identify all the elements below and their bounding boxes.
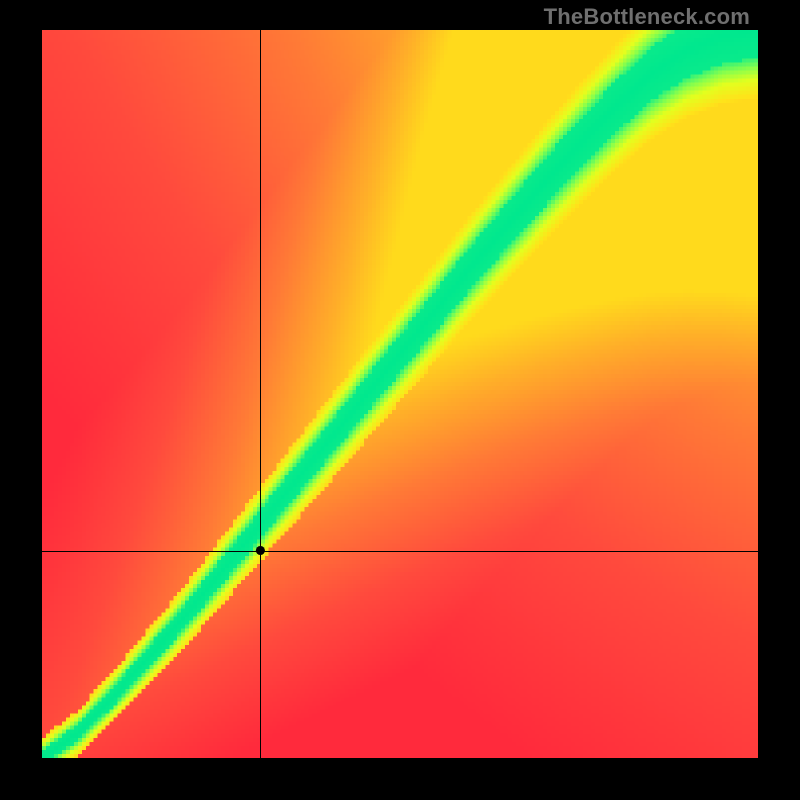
chart-container: TheBottleneck.com: [0, 0, 800, 800]
overlay-canvas: [42, 30, 758, 758]
watermark-label: TheBottleneck.com: [544, 4, 750, 30]
